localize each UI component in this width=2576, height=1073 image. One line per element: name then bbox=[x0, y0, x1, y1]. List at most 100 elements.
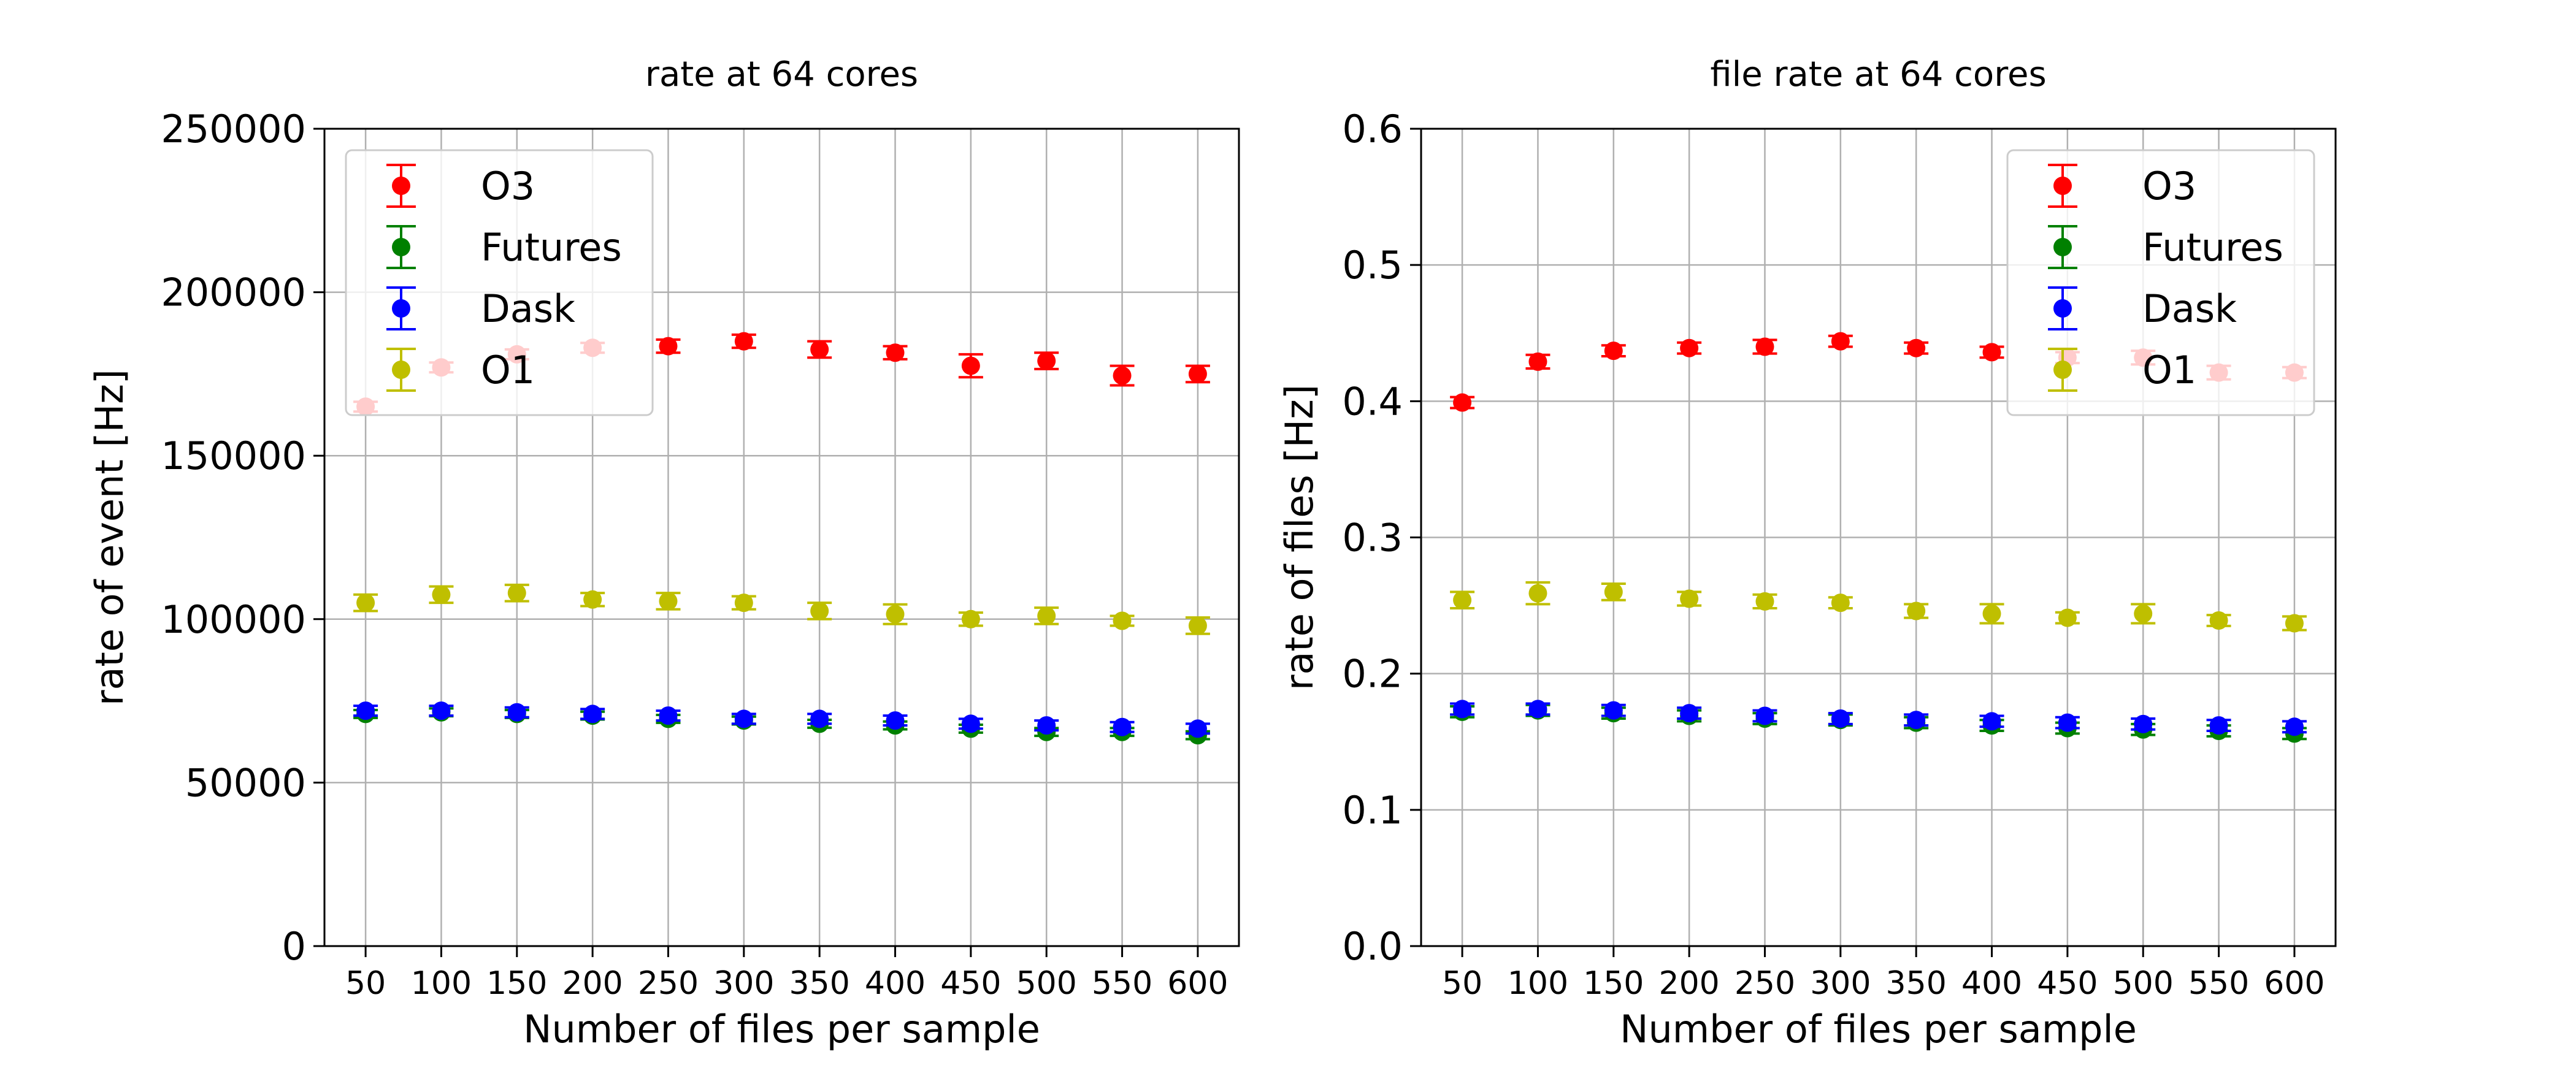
legend-label: Dask bbox=[2142, 286, 2237, 331]
data-point bbox=[2058, 713, 2077, 732]
data-point bbox=[1037, 351, 1056, 370]
x-tick-label: 250 bbox=[638, 965, 699, 1002]
data-point bbox=[432, 701, 451, 720]
data-point bbox=[1188, 616, 1207, 635]
legend-marker bbox=[392, 177, 410, 195]
x-tick-label: 100 bbox=[1508, 965, 1568, 1002]
data-point bbox=[1528, 584, 1547, 603]
x-tick-label: 400 bbox=[1961, 965, 2022, 1002]
left-x-axis-label: Number of files per sample bbox=[523, 1007, 1040, 1052]
data-point bbox=[2209, 716, 2228, 735]
y-tick-label: 250000 bbox=[161, 107, 306, 151]
data-point bbox=[659, 592, 678, 611]
data-point bbox=[1188, 719, 1207, 738]
data-point bbox=[1604, 582, 1623, 601]
x-tick-label: 100 bbox=[411, 965, 472, 1002]
data-point bbox=[1680, 589, 1699, 608]
legend-entry-futures: Futures bbox=[386, 225, 622, 270]
legend-entry-dask: Dask bbox=[386, 286, 575, 331]
x-tick-label: 150 bbox=[486, 965, 547, 1002]
data-point bbox=[1907, 711, 1926, 730]
data-point bbox=[2285, 717, 2304, 736]
legend-entry-o1: O1 bbox=[386, 348, 535, 392]
data-point bbox=[1680, 338, 1699, 357]
x-tick-label: 50 bbox=[345, 965, 386, 1002]
legend-entry-futures: Futures bbox=[2048, 225, 2283, 270]
legend-label: Futures bbox=[2142, 225, 2283, 270]
plot-frame bbox=[1420, 128, 2337, 947]
legend-marker bbox=[2053, 177, 2072, 195]
legend-marker bbox=[2053, 361, 2072, 379]
legend: O3 Futures Dask O1 bbox=[345, 149, 654, 416]
data-point bbox=[1453, 700, 1472, 719]
left-chart-title: rate at 64 cores bbox=[645, 55, 918, 94]
data-point bbox=[659, 337, 678, 356]
x-tick-label: 300 bbox=[1810, 965, 1871, 1002]
right-y-axis-label: rate of files [Hz] bbox=[1277, 384, 1322, 690]
x-tick-label: 450 bbox=[2037, 965, 2098, 1002]
data-point bbox=[2285, 614, 2304, 633]
data-point bbox=[961, 714, 980, 733]
data-point bbox=[1755, 706, 1774, 725]
data-point bbox=[1528, 352, 1547, 371]
data-point bbox=[886, 711, 905, 730]
data-point bbox=[432, 585, 451, 604]
legend-marker bbox=[392, 361, 410, 379]
data-point bbox=[1907, 338, 1926, 357]
right-chart-title: file rate at 64 cores bbox=[1710, 55, 2046, 94]
x-tick-label: 250 bbox=[1735, 965, 1795, 1002]
data-point bbox=[1113, 611, 1132, 630]
data-point bbox=[961, 356, 980, 375]
data-point bbox=[1907, 601, 1926, 621]
x-tick-label: 200 bbox=[1659, 965, 1720, 1002]
legend-marker bbox=[2053, 238, 2072, 256]
legend: O3 Futures Dask O1 bbox=[2006, 149, 2315, 416]
legend-entry-dask: Dask bbox=[2048, 286, 2237, 331]
legend-marker bbox=[2053, 299, 2072, 318]
data-point bbox=[659, 706, 678, 725]
series-dask bbox=[1450, 700, 2307, 736]
x-tick-label: 600 bbox=[1167, 965, 1228, 1002]
legend-entry-o1: O1 bbox=[2048, 348, 2196, 392]
data-point bbox=[886, 605, 905, 624]
x-tick-label: 350 bbox=[789, 965, 850, 1002]
left-y-axis-label: rate of event [Hz] bbox=[87, 369, 132, 706]
y-tick-label: 0.0 bbox=[1342, 924, 1403, 969]
x-tick-label: 150 bbox=[1583, 965, 1644, 1002]
y-tick-label: 0.5 bbox=[1342, 243, 1403, 288]
data-point bbox=[1113, 717, 1132, 736]
y-tick-label: 0.2 bbox=[1342, 652, 1403, 697]
legend-label: O1 bbox=[2142, 348, 2196, 392]
data-point bbox=[1037, 716, 1056, 735]
data-point bbox=[2209, 611, 2228, 630]
y-tick-label: 0 bbox=[282, 924, 306, 969]
y-tick-label: 100000 bbox=[161, 597, 306, 642]
y-tick-label: 0.3 bbox=[1342, 516, 1403, 560]
data-point bbox=[2058, 608, 2077, 627]
data-point bbox=[356, 594, 375, 613]
data-point bbox=[886, 343, 905, 362]
legend-label: O3 bbox=[2142, 164, 2196, 208]
right-chart-panel: file rate at 64 cores Number of files pe… bbox=[1277, 55, 2337, 1052]
x-tick-label: 450 bbox=[940, 965, 1001, 1002]
x-tick-label: 200 bbox=[562, 965, 623, 1002]
data-point bbox=[810, 709, 829, 728]
x-tick-label: 300 bbox=[713, 965, 774, 1002]
data-point bbox=[1982, 604, 2001, 623]
data-point bbox=[1831, 709, 1850, 728]
data-point bbox=[734, 332, 753, 351]
x-tick-label: 600 bbox=[2264, 965, 2325, 1002]
axis-ticks: 0 50000 100000 150000 200000 250000 50 100 150 20… bbox=[161, 107, 1228, 1002]
axis-ticks: 0.0 0.1 0.2 0.3 0.4 0.5 0.6 50 100 150 200 250 300 35… bbox=[1342, 107, 2325, 1002]
y-tick-label: 200000 bbox=[161, 270, 306, 315]
y-tick-label: 0.4 bbox=[1342, 379, 1403, 424]
legend-label: O3 bbox=[481, 164, 535, 208]
y-tick-label: 50000 bbox=[185, 760, 306, 805]
data-point bbox=[583, 705, 602, 724]
data-point bbox=[1113, 366, 1132, 385]
y-tick-label: 0.1 bbox=[1342, 788, 1403, 833]
x-tick-label: 500 bbox=[2113, 965, 2174, 1002]
data-point bbox=[734, 594, 753, 613]
legend-entry-o3: O3 bbox=[386, 164, 535, 208]
